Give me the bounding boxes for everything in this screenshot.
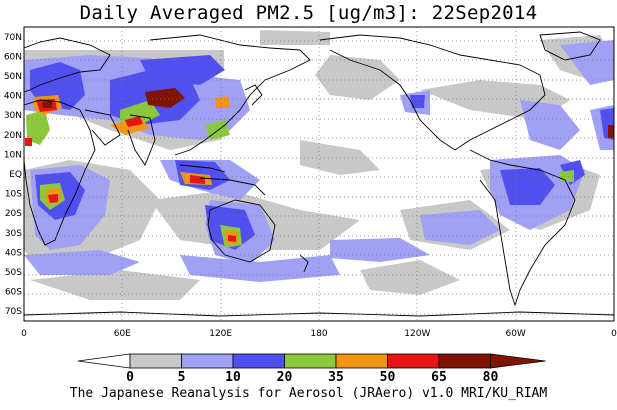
colorbar-low-arrow	[77, 353, 131, 369]
latitude-label: 60N	[4, 52, 22, 62]
longitude-label: 60W	[505, 329, 525, 339]
latitude-label: 20N	[4, 131, 22, 141]
colorbar-high-arrow	[490, 353, 546, 369]
longitude-label: 0	[21, 329, 27, 339]
latitude-labels: 70N 60N 50N 40N 30N 20N 10N EQ 10S 20S 30S 40S 50S 60…	[4, 33, 22, 317]
colorbar-level-label: 5	[178, 370, 186, 385]
latitude-label: 50N	[4, 72, 22, 82]
latitude-label: 70S	[5, 307, 22, 317]
latitude-label: 20S	[5, 209, 22, 219]
colorbar-level-label: 65	[431, 370, 447, 385]
latitude-label: 10S	[5, 190, 22, 200]
colorbar-segment	[181, 353, 234, 369]
map-frame	[23, 26, 615, 322]
colorbar-level-label: 80	[483, 370, 499, 385]
latitude-label: 30S	[5, 229, 22, 239]
colorbar-segment	[129, 353, 182, 369]
longitude-label: 180	[310, 329, 327, 339]
longitude-label: 120W	[404, 329, 430, 339]
latitude-label: 70N	[4, 33, 22, 43]
colorbar-level-label: 50	[380, 370, 396, 385]
latitude-label: EQ	[9, 170, 22, 180]
latitude-label: 60S	[5, 288, 22, 298]
level-above-80	[42, 88, 614, 138]
graticule	[24, 27, 614, 321]
colorbar-segment	[438, 353, 491, 369]
colorbar-segment	[232, 353, 285, 369]
latitude-label: 50S	[5, 268, 22, 278]
latitude-label: 40N	[4, 92, 22, 102]
colorbar-segment	[335, 353, 388, 369]
colorbar-segment	[387, 353, 440, 369]
latitude-label: 40S	[5, 248, 22, 258]
colorbar-level-label: 10	[225, 370, 241, 385]
latitude-label: 10N	[4, 150, 22, 160]
coastlines	[24, 31, 614, 317]
longitude-label: 0	[611, 329, 617, 339]
colorbar: 0 5 10 20 35 50 65 80	[77, 353, 546, 385]
colorbar-segment	[284, 353, 337, 369]
longitude-label: 120E	[209, 329, 232, 339]
longitude-labels: 0 60E 120E 180 120W 60W 0	[21, 329, 617, 339]
colorbar-level-label: 35	[328, 370, 344, 385]
latitude-label: 30N	[4, 111, 22, 121]
plot-title: Daily Averaged PM2.5 [ug/m3]: 22Sep2014	[79, 2, 538, 24]
colorbar-level-label: 0	[126, 370, 134, 385]
credit-line: The Japanese Reanalysis for Aerosol (JRA…	[69, 386, 548, 401]
concentration-field	[24, 27, 614, 321]
longitude-label: 60E	[114, 329, 131, 339]
colorbar-level-label: 20	[277, 370, 293, 385]
